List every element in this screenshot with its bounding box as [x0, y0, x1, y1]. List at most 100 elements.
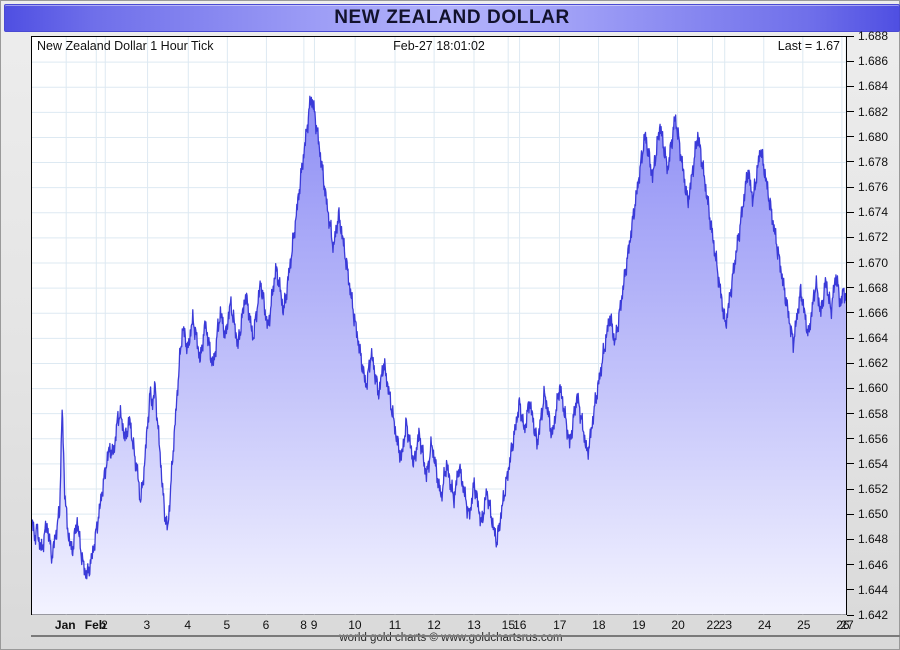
y-axis-tick: 1.662: [847, 356, 889, 371]
y-axis-tick-mark: [847, 362, 854, 364]
x-axis-tick-label: 23: [718, 618, 733, 632]
y-axis-tick: 1.672: [847, 230, 889, 245]
y-axis-tick: 1.660: [847, 381, 889, 396]
y-axis-tick: 1.656: [847, 431, 889, 446]
y-axis-tick: 1.668: [847, 280, 889, 295]
y-axis-tick: 1.652: [847, 482, 889, 497]
y-axis-tick-mark: [847, 513, 854, 515]
y-axis-tick-label: 1.670: [858, 255, 889, 270]
y-axis-tick: 1.646: [847, 557, 889, 572]
y-axis-tick-label: 1.680: [858, 129, 889, 144]
y-axis-tick-label: 1.686: [858, 54, 889, 69]
y-axis-tick-mark: [847, 236, 854, 238]
y-axis-tick-mark: [847, 111, 854, 113]
y-axis-tick-label: 1.668: [858, 280, 889, 295]
x-axis-tick-label: 2: [101, 618, 108, 632]
x-axis-tick-label: 24: [757, 618, 772, 632]
x-axis-tick-label: Jan: [54, 618, 76, 632]
y-axis-tick-mark: [847, 136, 854, 138]
y-axis-tick-mark: [847, 211, 854, 213]
y-axis-tick: 1.686: [847, 54, 889, 69]
y-axis-tick: 1.684: [847, 79, 889, 94]
x-axis-tick-label: 3: [143, 618, 151, 632]
y-axis-tick-label: 1.674: [858, 205, 889, 220]
y-axis-tick-mark: [847, 413, 854, 415]
y-axis-tick-mark: [847, 287, 854, 289]
y-axis-tick: 1.674: [847, 205, 889, 220]
x-axis-tick-label: 5: [223, 618, 231, 632]
chart-price-line: [32, 37, 846, 615]
y-axis-tick-label: 1.684: [858, 79, 889, 94]
x-axis-tick-label: 11: [388, 618, 402, 632]
y-axis-tick-mark: [847, 337, 854, 339]
y-axis-tick: 1.658: [847, 406, 889, 421]
y-axis-tick: 1.650: [847, 507, 889, 522]
x-axis-tick-label: 18: [592, 618, 606, 632]
x-axis-tick-label: 9: [310, 618, 318, 632]
y-axis-tick: 1.642: [847, 608, 889, 622]
y-axis-tick-mark: [847, 488, 854, 490]
y-axis-tick-label: 1.688: [858, 29, 889, 43]
y-axis-tick-mark: [847, 60, 854, 62]
y-axis-tick-mark: [847, 463, 854, 465]
x-axis-tick-label: 15: [501, 618, 516, 632]
y-axis-tick-label: 1.656: [858, 431, 889, 446]
y-axis-tick-label: 1.650: [858, 507, 889, 522]
y-axis-tick: 1.644: [847, 582, 889, 597]
x-axis-tick-label: 27: [840, 618, 854, 632]
y-axis-tick-mark: [847, 85, 854, 87]
y-axis-tick-label: 1.660: [858, 381, 889, 396]
y-axis-tick: 1.670: [847, 255, 889, 270]
y-axis-tick-mark: [847, 538, 854, 540]
x-axis-tick-label: 10: [348, 618, 362, 632]
y-axis-tick-mark: [847, 589, 854, 591]
y-axis-tick-label: 1.666: [858, 305, 889, 320]
x-axis-tick-label: 8: [300, 618, 307, 632]
y-axis-tick: 1.664: [847, 331, 889, 346]
x-axis-tick-label: 19: [632, 618, 646, 632]
y-axis-tick: 1.654: [847, 456, 889, 471]
x-axis-tick-label: 4: [184, 618, 192, 632]
window-title-bar: NEW ZEALAND DOLLAR: [4, 4, 900, 32]
y-axis-tick-label: 1.642: [858, 608, 889, 622]
y-axis-tick-label: 1.662: [858, 356, 889, 371]
x-axis-tick-label: 22: [706, 618, 720, 632]
y-axis-tick-mark: [847, 312, 854, 314]
y-axis-tick-mark: [847, 614, 854, 616]
chart-plot-area[interactable]: [31, 36, 847, 615]
y-axis-tick-mark: [847, 564, 854, 566]
y-axis-tick-label: 1.646: [858, 557, 889, 572]
y-axis-tick-label: 1.654: [858, 456, 889, 471]
y-axis-tick: 1.682: [847, 105, 888, 119]
x-axis-tick-label: 12: [427, 618, 441, 632]
x-axis-tick-label: 25: [797, 618, 811, 632]
x-axis-tick-label: 17: [553, 618, 567, 632]
y-axis-tick-label: 1.676: [858, 180, 889, 195]
y-axis-tick-label: 1.672: [858, 230, 889, 245]
window-title: NEW ZEALAND DOLLAR: [334, 7, 570, 28]
y-axis-tick-label: 1.658: [858, 406, 889, 421]
y-axis-tick-mark: [847, 161, 854, 163]
x-axis-tick-label: 13: [467, 618, 481, 632]
y-axis-tick-label: 1.644: [858, 582, 889, 597]
y-axis-tick: 1.676: [847, 180, 889, 195]
footer-divider: [31, 635, 900, 637]
y-axis-tick-mark: [847, 35, 854, 37]
y-axis-tick-label: 1.652: [858, 482, 889, 497]
y-axis-tick: 1.688: [847, 29, 889, 43]
y-axis-tick-mark: [847, 438, 854, 440]
y-axis: 1.688 1.686 1.684 1.682 1.680 1.678 1.676 1.674…: [847, 29, 900, 622]
y-axis-tick-label: 1.648: [858, 532, 889, 547]
chart-area-fill: [32, 96, 846, 615]
x-axis: Jan Feb 2 3 4 5 6 8 9 10 11 12 13 15 16 17 18 19 20 22 23 24 2…: [31, 616, 854, 636]
x-axis-tick-label: 16: [513, 618, 527, 632]
y-axis-tick-mark: [847, 262, 854, 264]
y-axis-tick-label: 1.664: [858, 331, 889, 346]
y-axis-tick: 1.666: [847, 305, 889, 320]
y-axis-tick: 1.678: [847, 154, 889, 169]
x-axis-tick-label: 6: [262, 618, 270, 632]
x-axis-tick-label: 20: [671, 618, 685, 632]
y-axis-tick: 1.648: [847, 532, 889, 547]
y-axis-tick-label: 1.678: [858, 154, 889, 169]
